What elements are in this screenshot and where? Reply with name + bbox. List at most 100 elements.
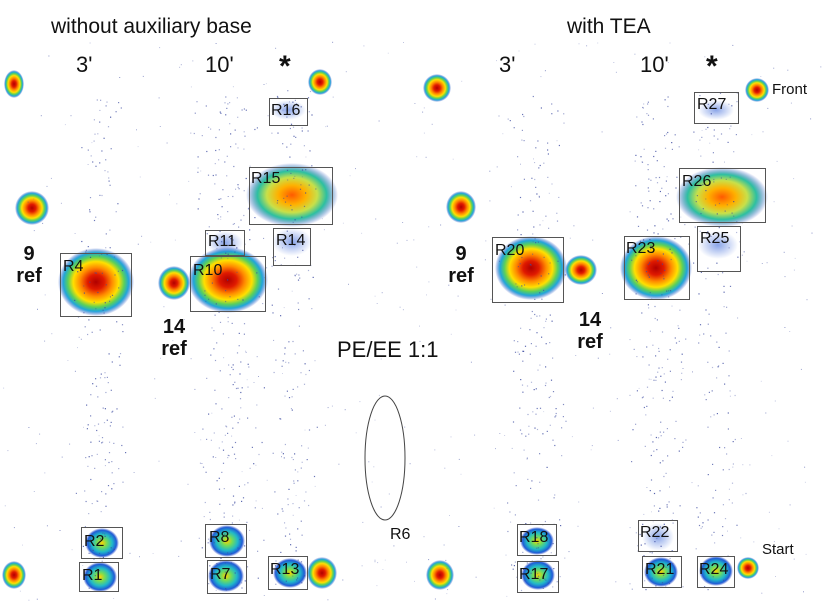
region-box-R16[interactable] bbox=[269, 98, 308, 126]
speck bbox=[232, 239, 234, 241]
speck bbox=[240, 219, 242, 221]
region-box-R1[interactable] bbox=[79, 562, 119, 592]
speck bbox=[119, 77, 121, 78]
region-box-R20[interactable] bbox=[492, 237, 564, 303]
speck bbox=[231, 237, 233, 240]
region-box-R4[interactable] bbox=[60, 253, 132, 317]
speck bbox=[284, 201, 287, 203]
region-box-R18[interactable] bbox=[517, 524, 557, 556]
region-box-R17[interactable] bbox=[517, 561, 559, 593]
col-right-3min: 3' bbox=[499, 52, 516, 77]
speck bbox=[524, 345, 527, 347]
speck bbox=[778, 528, 780, 530]
speck bbox=[647, 187, 649, 189]
region-box-R13[interactable] bbox=[268, 556, 308, 590]
speck bbox=[728, 468, 730, 471]
speck bbox=[105, 505, 107, 507]
speck bbox=[536, 315, 538, 317]
speck bbox=[534, 178, 536, 181]
region-box-R22[interactable] bbox=[638, 520, 678, 552]
region-box-R15[interactable] bbox=[249, 167, 333, 225]
speck bbox=[568, 551, 570, 553]
speck bbox=[667, 105, 669, 108]
speck bbox=[288, 397, 291, 399]
speck bbox=[232, 86, 234, 88]
speck bbox=[774, 400, 776, 402]
header-right: with TEA bbox=[567, 15, 651, 38]
speck bbox=[258, 453, 260, 456]
speck bbox=[672, 522, 674, 524]
speck bbox=[663, 278, 665, 280]
speck bbox=[277, 200, 279, 202]
speck bbox=[523, 568, 525, 570]
speck bbox=[787, 440, 789, 442]
speck bbox=[294, 99, 296, 101]
speck bbox=[293, 480, 295, 482]
speck bbox=[275, 47, 277, 49]
speck bbox=[444, 467, 446, 469]
region-box-R27[interactable] bbox=[694, 92, 739, 124]
speck bbox=[671, 148, 673, 150]
region-box-R8[interactable] bbox=[205, 524, 247, 558]
region-box-R21[interactable] bbox=[642, 556, 682, 588]
speck bbox=[565, 420, 567, 422]
speck bbox=[409, 463, 411, 465]
speck bbox=[242, 299, 244, 301]
speck bbox=[654, 541, 656, 543]
speck bbox=[242, 497, 245, 499]
speck bbox=[256, 356, 258, 358]
speck bbox=[540, 275, 542, 277]
speck bbox=[643, 148, 645, 150]
speck bbox=[48, 55, 50, 57]
speck bbox=[527, 478, 529, 480]
spot-R23 bbox=[620, 236, 692, 300]
region-box-R23[interactable] bbox=[624, 236, 690, 300]
region-box-R2[interactable] bbox=[81, 527, 123, 559]
speck bbox=[122, 481, 124, 483]
speck bbox=[245, 109, 247, 111]
speck bbox=[678, 340, 680, 342]
speck bbox=[452, 158, 454, 160]
speck bbox=[77, 271, 79, 273]
speck bbox=[505, 554, 507, 556]
speck bbox=[528, 579, 530, 581]
speck bbox=[742, 464, 744, 466]
speck bbox=[33, 491, 35, 492]
speck bbox=[654, 305, 656, 308]
speck bbox=[178, 555, 180, 557]
region-box-R7[interactable] bbox=[207, 560, 247, 594]
speck bbox=[287, 504, 289, 506]
region-box-R10[interactable] bbox=[190, 256, 266, 312]
region-box-R24[interactable] bbox=[697, 556, 735, 588]
speck bbox=[660, 545, 662, 547]
speck bbox=[520, 234, 522, 236]
speck bbox=[86, 404, 88, 406]
speck bbox=[291, 290, 293, 292]
speck bbox=[215, 303, 217, 305]
speck bbox=[528, 433, 530, 435]
region-box-R14[interactable] bbox=[273, 228, 311, 266]
speck bbox=[225, 96, 227, 98]
speck bbox=[109, 441, 111, 443]
speck bbox=[226, 107, 228, 109]
speck bbox=[205, 471, 207, 473]
speck bbox=[535, 345, 537, 347]
speck bbox=[87, 424, 89, 426]
speck bbox=[216, 248, 218, 250]
speck bbox=[692, 371, 693, 373]
region-box-R26[interactable] bbox=[679, 168, 766, 223]
speck bbox=[258, 296, 260, 298]
spot-R8 bbox=[209, 525, 245, 557]
speck bbox=[194, 112, 196, 114]
speck bbox=[85, 457, 87, 459]
speck bbox=[699, 95, 701, 97]
speck bbox=[95, 378, 97, 380]
region-box-R25[interactable] bbox=[697, 226, 741, 272]
speck bbox=[702, 184, 704, 186]
speck bbox=[773, 67, 775, 69]
speck bbox=[74, 370, 76, 372]
speck bbox=[241, 500, 243, 502]
speck bbox=[98, 435, 100, 437]
speck bbox=[495, 448, 496, 450]
region-box-R11[interactable] bbox=[205, 230, 245, 256]
